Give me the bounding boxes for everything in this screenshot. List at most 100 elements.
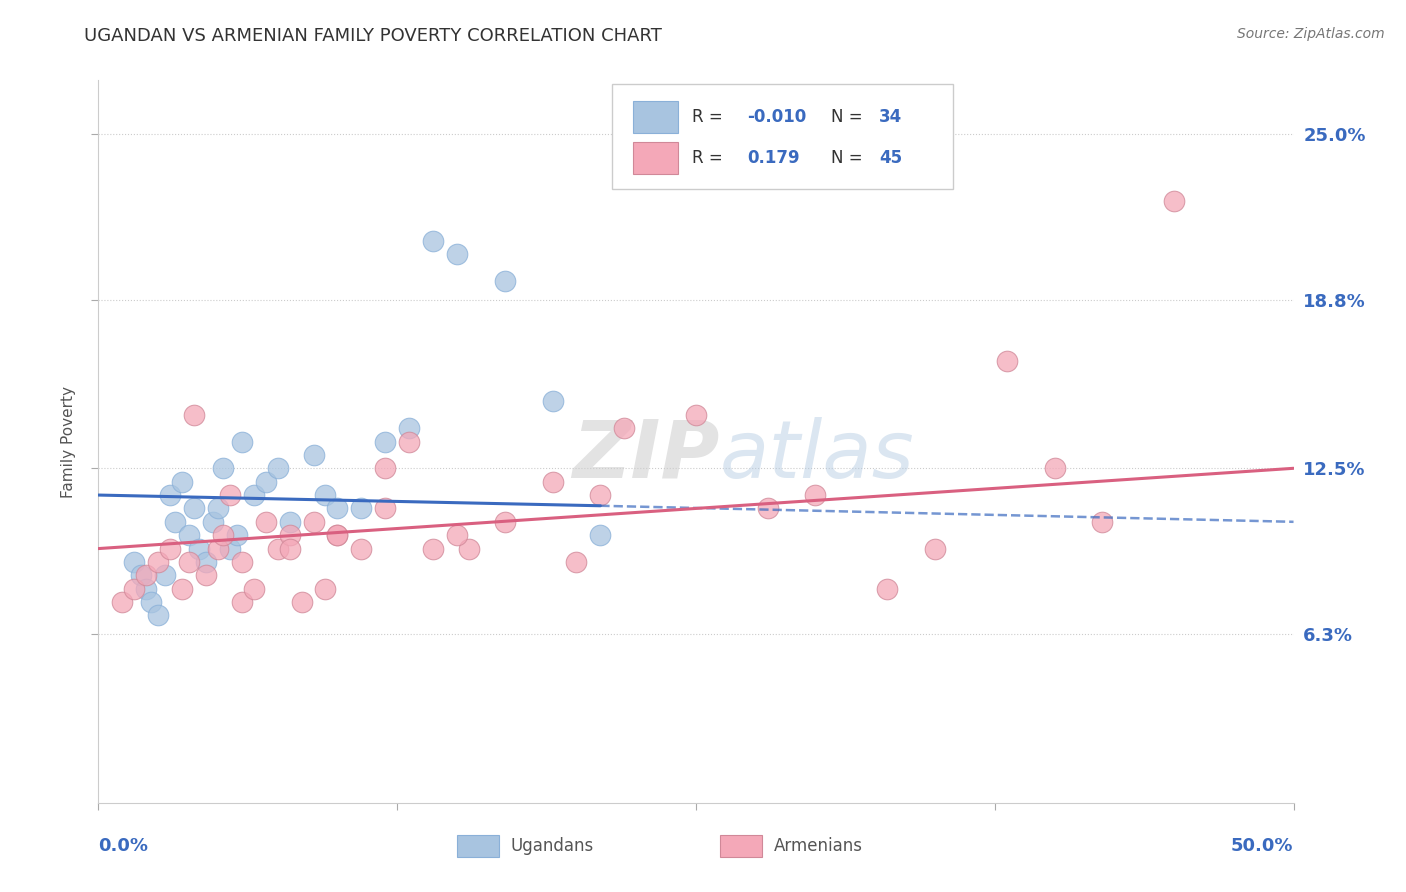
Point [494,515,516,529]
Point [207,501,229,516]
Text: ZIP: ZIP [572,417,720,495]
Point [187,541,209,556]
Text: 0.0%: 0.0% [98,838,149,855]
Point [804,488,827,502]
FancyBboxPatch shape [633,101,678,133]
Point [995,354,1018,368]
Point [211,528,233,542]
Point [243,582,266,596]
Point [124,582,146,596]
Point [159,541,181,556]
Point [267,461,290,475]
Text: N =: N = [831,149,868,167]
Point [111,595,134,609]
Point [422,234,444,248]
Point [207,541,229,556]
Point [231,434,253,449]
Point [422,541,444,556]
Point [589,488,612,502]
Point [613,421,636,435]
Point [172,582,194,596]
Point [398,434,420,449]
Point [876,582,898,596]
Point [179,528,201,542]
Point [202,515,225,529]
Point [139,595,162,609]
Point [565,555,588,569]
Text: -0.010: -0.010 [748,108,807,126]
Point [195,568,218,582]
Point [231,555,253,569]
FancyBboxPatch shape [633,142,678,174]
Text: 0.179: 0.179 [748,149,800,167]
Point [374,434,396,449]
Text: 34: 34 [879,108,903,126]
Point [494,274,516,288]
Point [183,408,205,422]
Point [315,582,337,596]
Point [124,555,146,569]
Point [278,515,301,529]
Point [541,475,564,489]
Point [195,555,218,569]
Text: 50.0%: 50.0% [1232,838,1294,855]
Point [219,541,242,556]
Point [1163,194,1185,208]
Point [458,541,481,556]
Point [159,488,181,502]
Point [135,582,157,596]
Point [163,515,186,529]
Point [291,595,314,609]
Point [278,528,301,542]
Point [179,555,201,569]
Point [1043,461,1066,475]
Point [148,608,170,623]
Point [1091,515,1114,529]
Point [685,408,707,422]
Point [350,501,373,516]
Point [541,394,564,409]
Point [326,528,349,542]
Text: 45: 45 [879,149,901,167]
Point [302,448,325,462]
Text: UGANDAN VS ARMENIAN FAMILY POVERTY CORRELATION CHART: UGANDAN VS ARMENIAN FAMILY POVERTY CORRE… [84,27,662,45]
Point [756,501,779,516]
Text: Source: ZipAtlas.com: Source: ZipAtlas.com [1237,27,1385,41]
Point [172,475,194,489]
Point [267,541,290,556]
Point [211,461,233,475]
Point [231,595,253,609]
Text: R =: R = [692,108,728,126]
Point [243,488,266,502]
FancyBboxPatch shape [457,835,499,857]
Point [219,488,242,502]
Point [374,461,396,475]
Point [302,515,325,529]
Point [446,247,468,261]
Point [446,528,468,542]
Point [326,528,349,542]
FancyBboxPatch shape [613,84,953,189]
Point [183,501,205,516]
Text: Armenians: Armenians [773,838,863,855]
Point [924,541,946,556]
Point [374,501,396,516]
Point [326,501,349,516]
Point [131,568,153,582]
Point [148,555,170,569]
Point [315,488,337,502]
FancyBboxPatch shape [720,835,762,857]
Point [589,528,612,542]
Text: Ugandans: Ugandans [510,838,593,855]
Point [398,421,420,435]
Point [135,568,157,582]
Point [226,528,249,542]
Point [155,568,177,582]
Point [254,475,277,489]
Text: N =: N = [831,108,868,126]
Point [278,541,301,556]
Point [254,515,277,529]
Text: R =: R = [692,149,728,167]
Y-axis label: Family Poverty: Family Poverty [60,385,76,498]
Point [350,541,373,556]
